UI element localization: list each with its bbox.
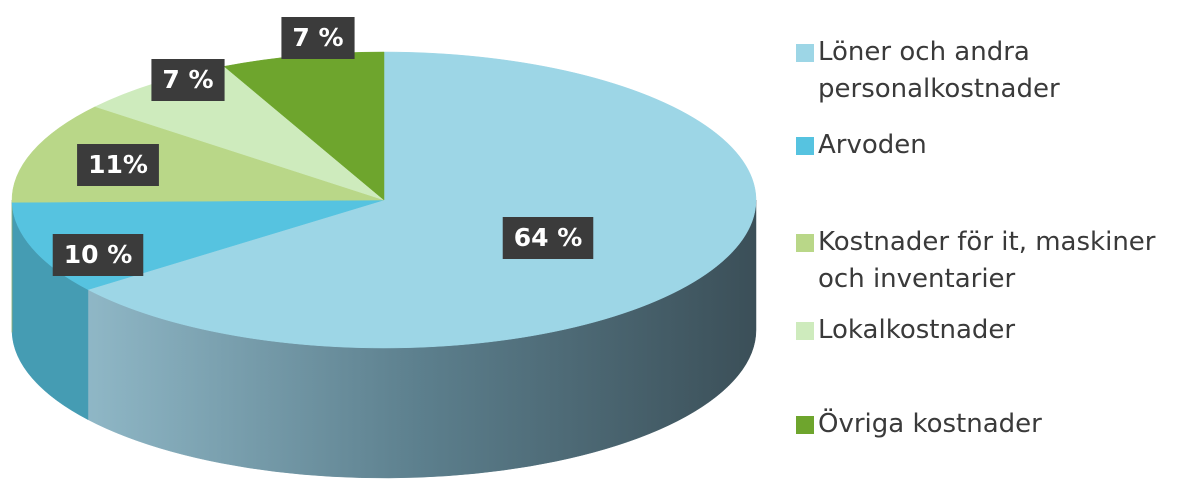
- legend-label: Arvoden: [818, 130, 927, 160]
- legend-swatch: [796, 44, 814, 62]
- data-label-box: [502, 217, 594, 259]
- legend-label: Kostnader för it, maskiner och inventari…: [818, 227, 1156, 294]
- legend-swatch: [796, 416, 814, 434]
- pie-slice: [87, 51, 757, 349]
- pie-area: 64 % 10 % 11% 7 % 7 %: [11, 17, 757, 479]
- legend-swatch: [796, 137, 814, 155]
- legend-item: Kostnader för it, maskiner och inventari…: [796, 224, 1176, 298]
- legend-swatch: [796, 322, 814, 340]
- legend-label: Löner och andra personalkostnader: [818, 37, 1060, 104]
- legend-label: Övriga kostnader: [818, 409, 1042, 439]
- data-label-box: [77, 144, 159, 186]
- legend-item: Övriga kostnader: [796, 406, 1176, 443]
- data-label-box: [52, 234, 144, 276]
- data-label-text: 7 %: [292, 23, 343, 52]
- data-label-box: [151, 59, 225, 101]
- legend-label: Lokalkostnader: [818, 315, 1016, 345]
- data-label: 7 %: [151, 59, 225, 101]
- data-label-box: [281, 17, 355, 59]
- data-label: 64 %: [502, 217, 594, 259]
- legend-item: Löner och andra personalkostnader: [796, 34, 1176, 108]
- legend-item: Lokalkostnader: [796, 312, 1176, 349]
- data-label: 7 %: [281, 17, 355, 59]
- data-label: 10 %: [52, 234, 144, 276]
- data-label: 11%: [77, 144, 159, 186]
- data-label-text: 11%: [88, 150, 148, 179]
- data-label-text: 64 %: [514, 223, 583, 252]
- legend-item: Arvoden: [796, 127, 1176, 164]
- data-label-text: 10 %: [64, 240, 133, 269]
- data-label-text: 7 %: [162, 65, 213, 94]
- legend-swatch: [796, 234, 814, 252]
